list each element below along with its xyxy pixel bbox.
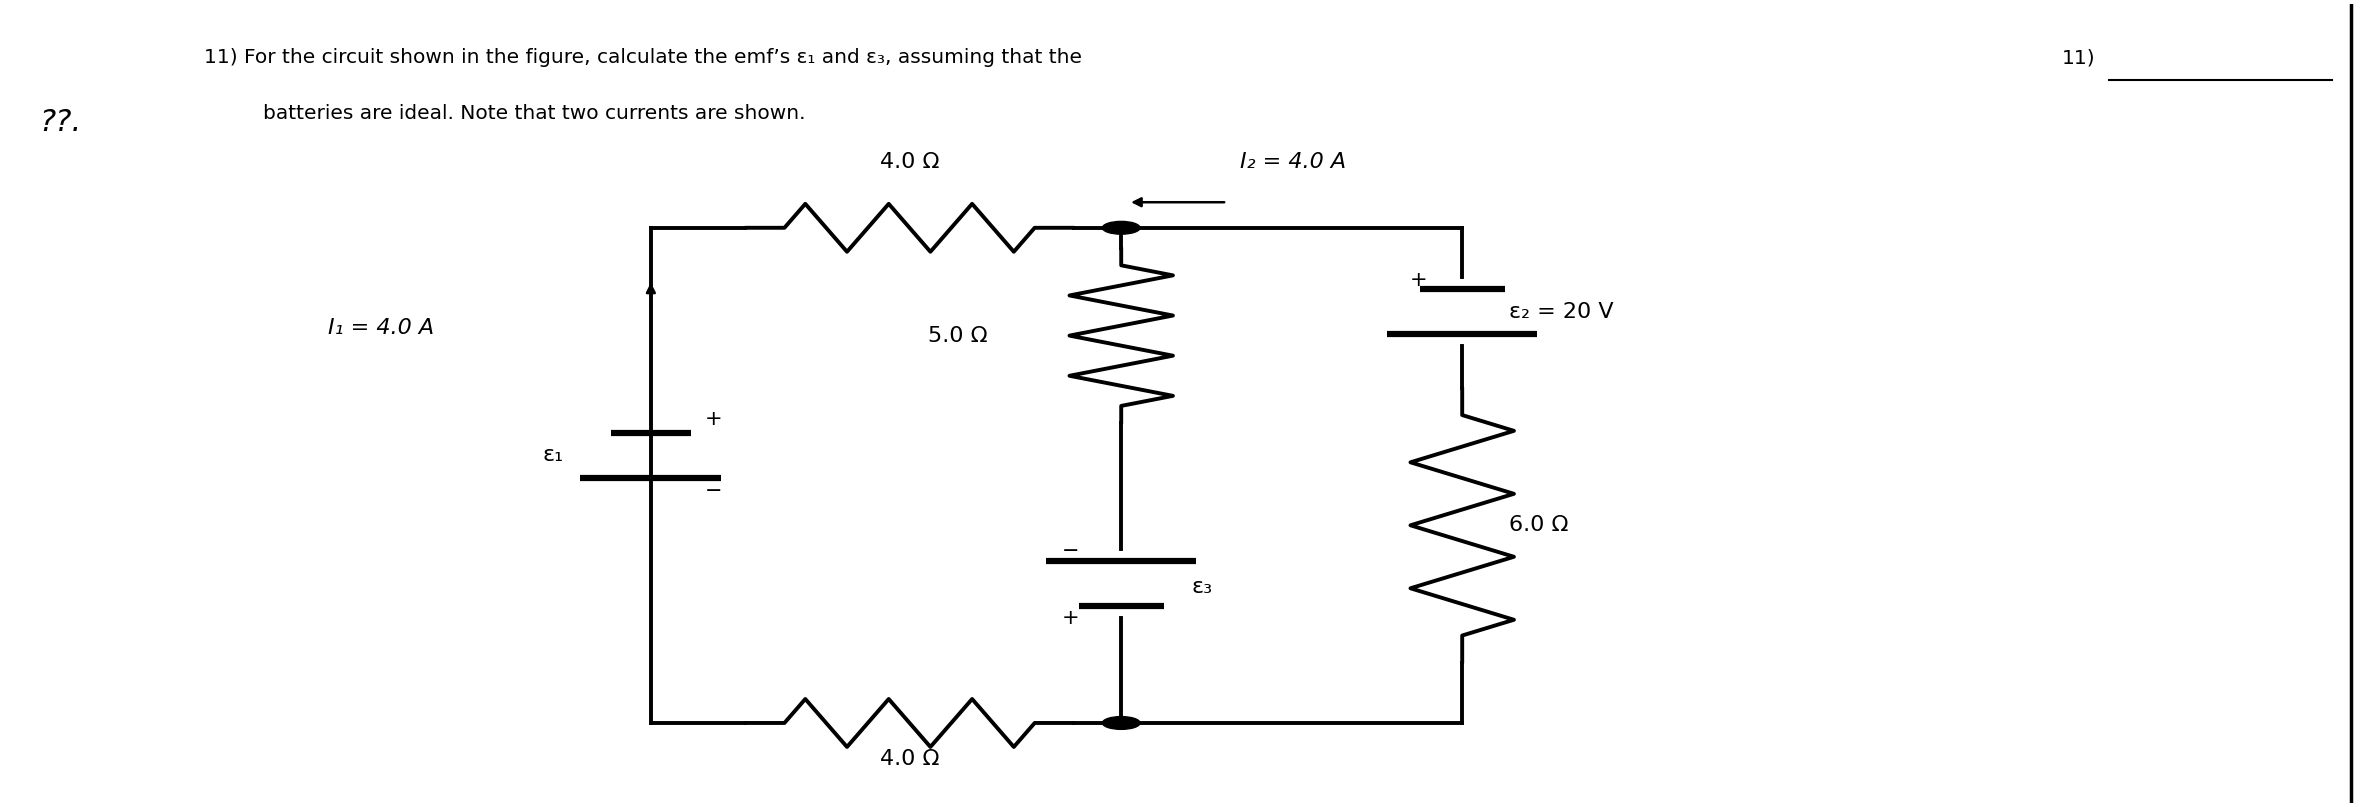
Text: 6.0 Ω: 6.0 Ω xyxy=(1510,515,1569,535)
Text: 4.0 Ω: 4.0 Ω xyxy=(880,749,939,769)
Text: 5.0 Ω: 5.0 Ω xyxy=(927,325,986,345)
Text: −: − xyxy=(706,481,722,501)
Text: 4.0 Ω: 4.0 Ω xyxy=(880,152,939,172)
Circle shape xyxy=(1102,717,1140,730)
Text: +: + xyxy=(1062,608,1079,628)
Text: −: − xyxy=(1062,541,1079,561)
Text: I₁ = 4.0 A: I₁ = 4.0 A xyxy=(328,318,434,337)
Text: +: + xyxy=(706,409,722,429)
Text: I₂ = 4.0 A: I₂ = 4.0 A xyxy=(1239,152,1345,172)
Text: ??.: ??. xyxy=(40,108,83,137)
Text: 11) For the circuit shown in the figure, calculate the emf’s ε₁ and ε₃, assuming: 11) For the circuit shown in the figure,… xyxy=(203,48,1081,67)
Text: ε₁: ε₁ xyxy=(543,445,564,466)
Text: 11): 11) xyxy=(2063,48,2096,67)
Text: ε₃: ε₃ xyxy=(1192,577,1213,597)
Text: ε₂ = 20 V: ε₂ = 20 V xyxy=(1510,302,1614,322)
Circle shape xyxy=(1102,221,1140,234)
Text: batteries are ideal. Note that two currents are shown.: batteries are ideal. Note that two curre… xyxy=(262,104,805,123)
Text: +: + xyxy=(1409,270,1428,290)
